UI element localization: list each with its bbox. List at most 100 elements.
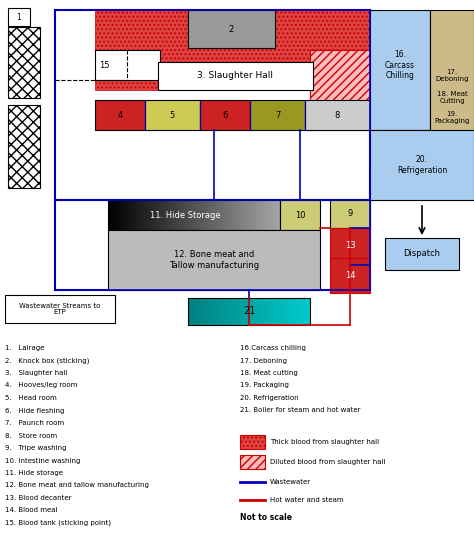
Bar [95, 50, 160, 80]
Bar [250, 100, 305, 130]
Bar [263, 298, 264, 325]
Bar [207, 298, 209, 325]
Bar [211, 298, 212, 325]
Bar [223, 298, 225, 325]
Bar [284, 298, 285, 325]
Bar [243, 298, 245, 325]
Bar [201, 298, 202, 325]
Bar [295, 298, 297, 325]
Bar [244, 200, 246, 230]
Bar [220, 298, 221, 325]
Bar [175, 200, 177, 230]
Bar [216, 298, 218, 325]
Text: 19. Packaging: 19. Packaging [240, 382, 289, 388]
Bar [273, 200, 275, 230]
Bar [294, 298, 295, 325]
Bar [288, 298, 290, 325]
Text: 17. Deboning: 17. Deboning [240, 357, 287, 363]
Bar [208, 298, 210, 325]
Bar [248, 298, 249, 325]
Text: 8.   Store room: 8. Store room [5, 433, 57, 439]
Bar [249, 298, 250, 325]
Bar [297, 298, 299, 325]
Bar [188, 10, 275, 48]
Bar [198, 298, 200, 325]
Bar [271, 298, 273, 325]
Text: 20.
Refrigeration: 20. Refrigeration [397, 155, 447, 175]
Text: 9: 9 [347, 210, 353, 218]
Bar [111, 200, 114, 230]
Bar [258, 298, 259, 325]
Bar [233, 298, 235, 325]
Bar [299, 298, 301, 325]
Bar [132, 200, 134, 230]
Bar [192, 200, 194, 230]
Bar [227, 298, 228, 325]
Text: 2: 2 [228, 24, 234, 34]
Bar [275, 200, 277, 230]
Bar [267, 298, 268, 325]
Bar [141, 200, 143, 230]
Bar [221, 200, 224, 230]
Bar [210, 298, 211, 325]
Bar [289, 298, 291, 325]
Bar [260, 298, 262, 325]
Bar [231, 298, 233, 325]
Bar [200, 298, 201, 325]
Bar [430, 10, 474, 185]
Bar [166, 200, 169, 230]
Bar [252, 298, 254, 325]
Bar [213, 298, 215, 325]
Text: 1.   Lairage: 1. Lairage [5, 345, 45, 351]
Bar [194, 298, 195, 325]
Bar [278, 200, 281, 230]
Bar [264, 298, 265, 325]
Bar [256, 200, 258, 230]
Text: 5: 5 [170, 110, 175, 119]
Bar [136, 200, 138, 230]
Bar [291, 298, 292, 325]
Bar [278, 298, 280, 325]
Bar [210, 200, 212, 230]
Bar [177, 200, 179, 230]
Bar [309, 298, 310, 325]
Bar [246, 298, 247, 325]
Bar [189, 200, 191, 230]
Bar [145, 100, 200, 130]
Text: 5.   Head room: 5. Head room [5, 395, 57, 401]
Bar [265, 298, 266, 325]
Bar [212, 298, 213, 325]
Text: 14: 14 [345, 270, 355, 280]
Bar [310, 50, 370, 130]
Bar [261, 298, 263, 325]
Bar [202, 200, 205, 230]
Text: Not to scale: Not to scale [240, 514, 292, 522]
Bar [173, 200, 175, 230]
Bar [213, 200, 215, 230]
Bar [370, 10, 430, 130]
Bar [179, 200, 181, 230]
Bar [201, 200, 203, 230]
Bar [221, 298, 222, 325]
Bar [237, 298, 238, 325]
Bar [301, 298, 302, 325]
Bar [370, 130, 474, 200]
Text: 13: 13 [345, 241, 356, 249]
Bar [156, 200, 158, 230]
Bar [122, 200, 124, 230]
Bar [225, 298, 227, 325]
Bar [241, 298, 243, 325]
Bar [117, 200, 119, 230]
Bar [280, 298, 282, 325]
Bar [206, 298, 208, 325]
Text: Diluted blood from slaughter hall: Diluted blood from slaughter hall [270, 459, 385, 465]
Bar [270, 200, 272, 230]
Bar [199, 298, 201, 325]
Bar [262, 298, 264, 325]
Bar [330, 200, 370, 228]
Bar [55, 10, 370, 200]
Bar [134, 200, 136, 230]
Bar [330, 258, 370, 293]
Bar [268, 298, 270, 325]
Bar [225, 200, 227, 230]
